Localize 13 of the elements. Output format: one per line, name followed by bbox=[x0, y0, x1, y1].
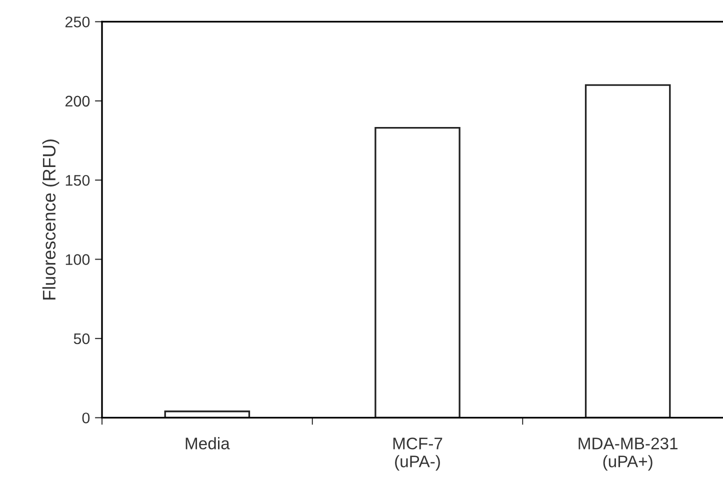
y-tick-label: 100 bbox=[66, 254, 90, 265]
y-tick-label: 150 bbox=[66, 174, 90, 186]
bar bbox=[374, 126, 460, 418]
bar bbox=[584, 84, 671, 418]
y-tick-label: 50 bbox=[74, 333, 90, 344]
bar bbox=[164, 410, 250, 418]
y-tick-label: 200 bbox=[65, 96, 90, 107]
x-tick-label: MCF-7 (uPA-) bbox=[393, 438, 442, 471]
x-tick-label: MDA-MB-231 (uPA+) bbox=[578, 438, 678, 471]
y-axis-title: Fluorescence (RFU) bbox=[42, 140, 60, 300]
x-tick-label: Media bbox=[186, 437, 230, 450]
y-tick-label: 250 bbox=[65, 16, 90, 28]
y-tick-label: 0 bbox=[82, 412, 90, 424]
